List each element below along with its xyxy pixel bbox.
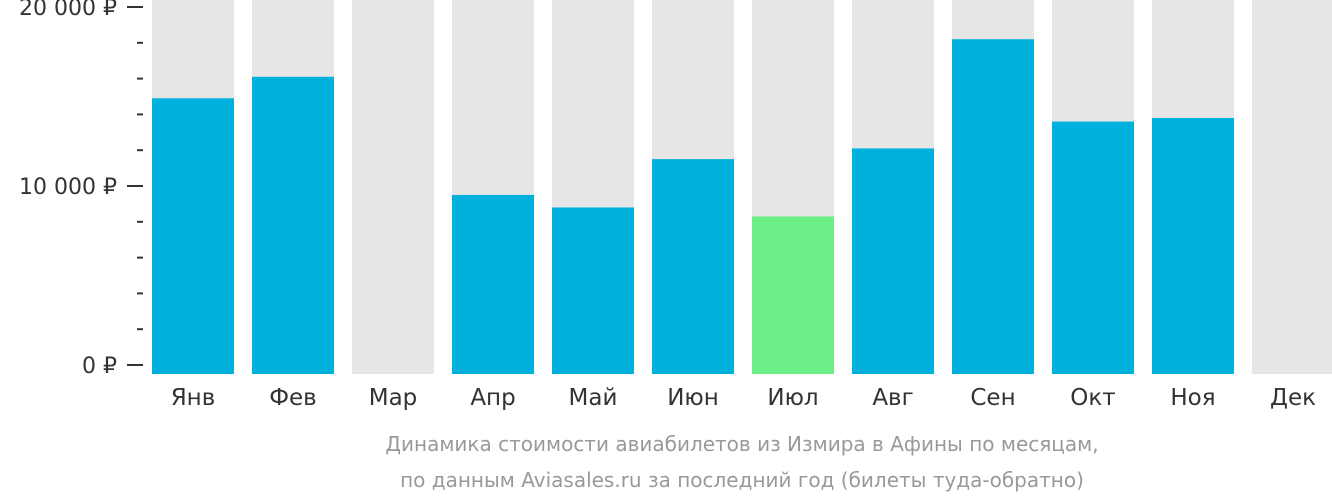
x-tick-label: Окт: [1070, 385, 1115, 411]
bar: [252, 76, 334, 374]
bars: [152, 39, 1234, 374]
caption-line-1: Динамика стоимости авиабилетов из Измира…: [385, 432, 1099, 456]
x-tick-label: Июн: [667, 385, 719, 411]
bar: [1152, 117, 1234, 374]
caption-line-2: по данным Aviasales.ru за последний год …: [400, 468, 1084, 492]
y-axis: 0 ₽ 10 000 ₽ 20 000 ₽: [19, 0, 143, 379]
background-column: [1252, 0, 1332, 374]
bar: [852, 148, 934, 374]
x-tick-label: Авг: [872, 385, 913, 411]
y-tick-label: 10 000 ₽: [19, 175, 117, 200]
x-tick-label: Мар: [369, 385, 418, 411]
y-tick-label: 0 ₽: [82, 354, 117, 379]
x-tick-label: Дек: [1270, 385, 1316, 411]
x-tick-label: Сен: [970, 385, 1015, 411]
x-tick-label: Апр: [470, 385, 515, 411]
bar: [452, 194, 534, 374]
background-column: [352, 0, 434, 374]
bar: [952, 39, 1034, 374]
price-bar-chart: 0 ₽ 10 000 ₽ 20 000 ₽ Янв Фев Мар Апр Май Июн Ию…: [19, 0, 1332, 411]
x-tick-label: Май: [569, 385, 618, 411]
bar: [552, 207, 634, 374]
bar-cheapest-month: [752, 216, 834, 374]
x-axis-labels: Янв Фев Мар Апр Май Июн Июл Авг Сен Окт Ноя Дек: [171, 385, 1316, 411]
y-tick-label: 20 000 ₽: [19, 0, 117, 21]
bar: [652, 159, 734, 374]
x-tick-label: Ноя: [1170, 385, 1215, 411]
x-tick-label: Фев: [269, 385, 317, 411]
bar: [152, 98, 234, 374]
x-tick-label: Июл: [767, 385, 818, 411]
x-tick-label: Янв: [171, 385, 216, 411]
bar: [1052, 121, 1134, 374]
